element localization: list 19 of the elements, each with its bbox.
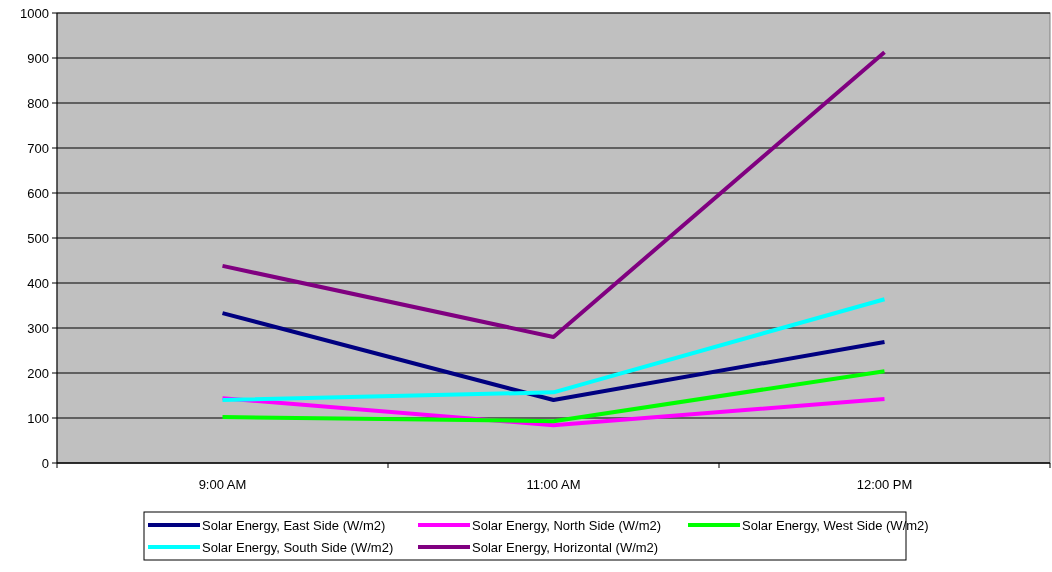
legend-label: Solar Energy, West Side (W/m2) <box>742 517 929 533</box>
legend-label: Solar Energy, South Side (W/m2) <box>202 539 394 555</box>
y-tick-label: 800 <box>27 95 49 111</box>
legend-label: Solar Energy, East Side (W/m2) <box>202 517 386 533</box>
y-tick-label: 900 <box>27 50 49 66</box>
y-tick-label: 400 <box>27 275 49 291</box>
y-tick-label: 300 <box>27 320 49 336</box>
y-tick-label: 600 <box>27 185 49 201</box>
y-tick-label: 700 <box>27 140 49 156</box>
legend-label: Solar Energy, Horizontal (W/m2) <box>472 539 659 555</box>
x-tick-label: 11:00 AM <box>526 477 581 492</box>
y-tick-label: 0 <box>41 455 49 471</box>
y-tick-label: 1000 <box>20 5 49 21</box>
x-tick-label: 9:00 AM <box>198 477 247 492</box>
x-tick-label: 12:00 PM <box>856 477 913 492</box>
y-tick-label: 100 <box>27 410 49 426</box>
legend-label: Solar Energy, North Side (W/m2) <box>472 517 662 533</box>
y-tick-label: 500 <box>27 230 49 246</box>
y-tick-label: 200 <box>27 365 49 381</box>
